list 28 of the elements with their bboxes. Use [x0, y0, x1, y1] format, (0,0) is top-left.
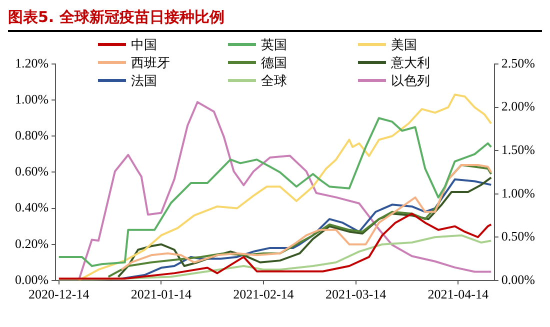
legend-label: 中国 [131, 36, 157, 54]
y2-tick-label: 0.50% [501, 228, 536, 244]
legend-label: 全球 [261, 72, 287, 90]
chart-title: 图表5. 全球新冠疫苗日接种比例 [8, 8, 542, 32]
legend-label: 美国 [391, 36, 417, 54]
legend-label: 西班牙 [131, 54, 170, 72]
y2-tick-label: 2.50% [501, 55, 536, 70]
x-tick-label: 2021-02-14 [233, 286, 294, 302]
y-tick-label: 0.20% [14, 236, 49, 251]
y-tick-label: 0.60% [14, 164, 49, 179]
legend-label: 德国 [261, 54, 287, 72]
y2-tick-label: 2.00% [501, 98, 536, 114]
y-tick-label: 1.20% [14, 55, 49, 70]
y-tick-label: 0.80% [14, 128, 49, 143]
legend-label: 英国 [261, 36, 287, 54]
legend-label: 意大利 [391, 54, 430, 72]
legend-label: 以色列 [391, 72, 430, 90]
y2-tick-label: 1.00% [501, 185, 536, 200]
y-tick-label: 0.40% [14, 200, 49, 215]
y-tick-label: 1.00% [14, 91, 49, 106]
y2-tick-label: 1.50% [501, 142, 536, 157]
x-tick-label: 2021-01-14 [130, 286, 192, 302]
y2-tick-label: 0.00% [501, 272, 536, 287]
y-tick-label: 0.00% [14, 272, 49, 287]
legend-label: 法国 [131, 72, 157, 90]
x-tick-label: 2021-03-14 [326, 286, 387, 302]
x-tick-label: 2020-12-14 [28, 286, 90, 302]
x-tick-label: 2021-04-14 [428, 286, 489, 302]
